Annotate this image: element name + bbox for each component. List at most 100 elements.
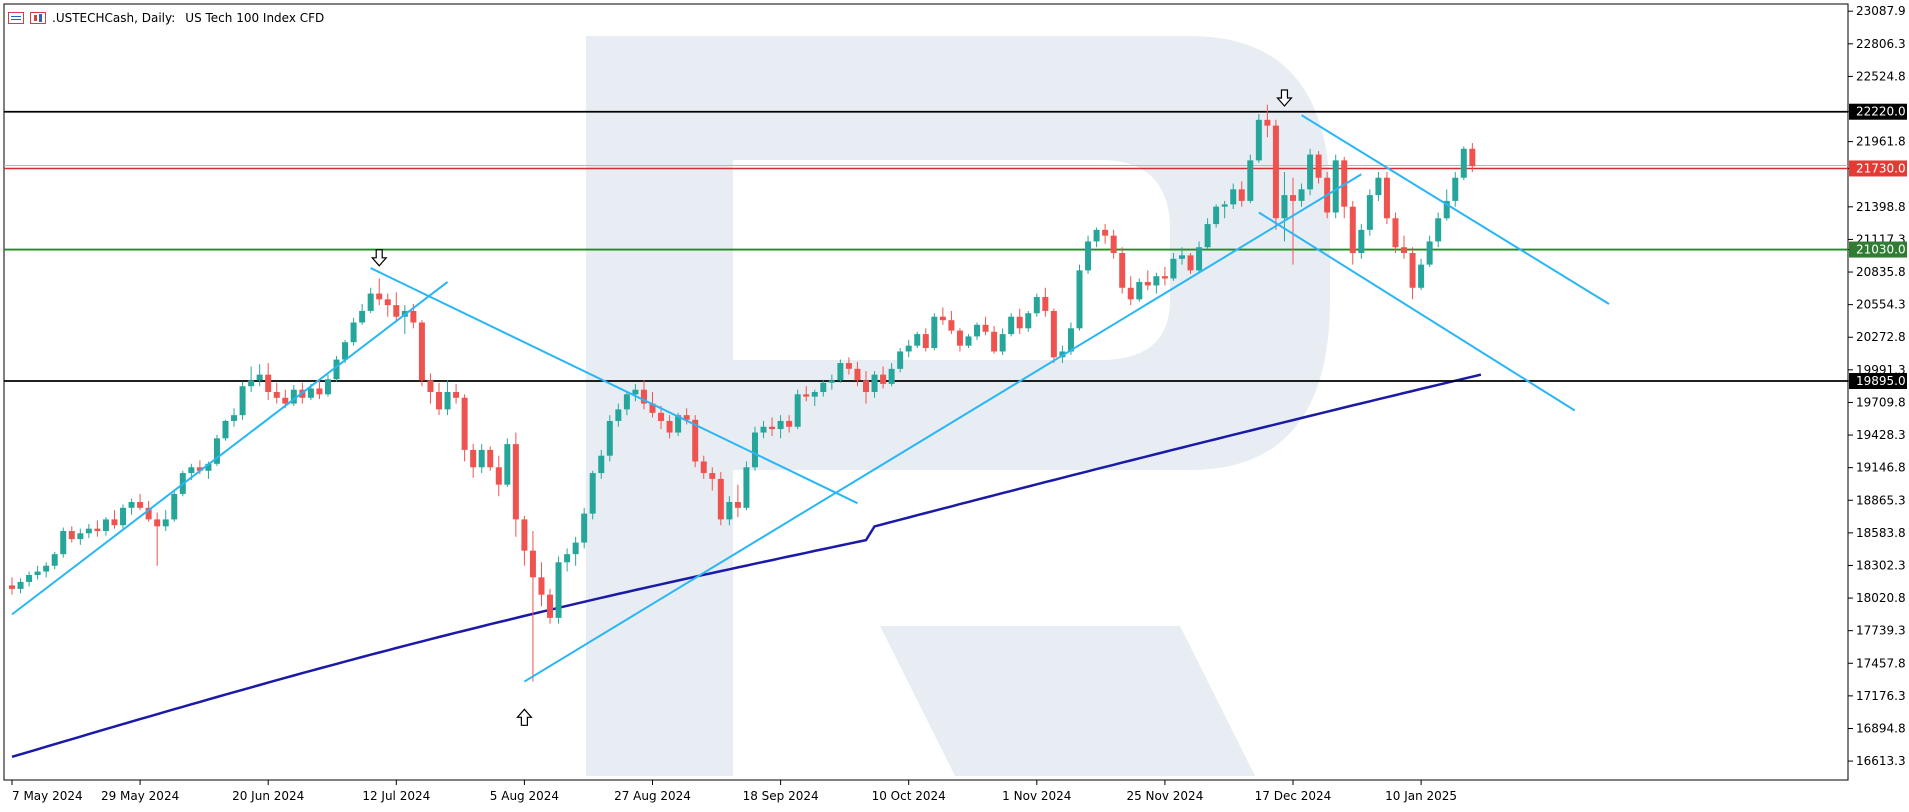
candle-body [880, 374, 887, 384]
candle-body [828, 380, 835, 383]
candle-body [162, 519, 169, 527]
trendline-4 [1258, 211, 1576, 412]
x-tick-label: 1 Nov 2024 [1002, 789, 1071, 803]
x-tick-label: 5 Aug 2024 [490, 789, 559, 803]
x-tick-label: 17 Dec 2024 [1255, 789, 1332, 803]
candle-body [1187, 255, 1194, 271]
candle-body [282, 397, 289, 404]
arrow-down-icon [1276, 89, 1293, 107]
candle-body [1460, 148, 1467, 178]
candle-body [196, 467, 203, 471]
candle-body [470, 449, 477, 468]
y-tick-label: 16894.8 [1856, 721, 1906, 735]
trendline-2 [523, 173, 1362, 683]
candle-body [1136, 281, 1143, 300]
candle-body [1332, 160, 1339, 213]
candle-body [9, 585, 15, 589]
candle-body [965, 336, 972, 346]
candle-body [888, 368, 895, 384]
candle-body [376, 293, 383, 300]
y-tick-label: 20835.8 [1856, 265, 1906, 279]
y-tick-label: 18583.8 [1856, 526, 1906, 540]
candle-body [769, 426, 776, 430]
candle-body [60, 530, 67, 555]
candle-body [683, 415, 690, 420]
candle-body [1383, 177, 1390, 219]
y-tick-label: 20272.8 [1856, 330, 1906, 344]
candle-body [658, 412, 665, 421]
candle-body [34, 571, 41, 575]
price-tag-resistance [1849, 103, 1907, 120]
watermark-leg [880, 626, 1255, 776]
x-tick-label: 10 Jan 2025 [1385, 789, 1457, 803]
candle-body [974, 324, 981, 337]
candle-body [248, 380, 255, 387]
candle-body [1409, 253, 1416, 288]
price-tag-support [1849, 241, 1907, 258]
candle-body [999, 334, 1006, 352]
candle-body [1469, 148, 1476, 167]
candle-body [914, 334, 921, 346]
candle-body [359, 310, 366, 323]
candle-body [743, 467, 750, 508]
x-tick-label: 12 Jul 2024 [362, 789, 430, 803]
candle-body [1153, 276, 1160, 286]
candle-body [171, 493, 178, 520]
y-tick-label: 22806.3 [1856, 37, 1906, 51]
candle-body [461, 397, 468, 450]
candle-body [1067, 328, 1074, 352]
candle-body [1298, 189, 1305, 201]
symbol-label: .USTECHCash, Daily: [52, 11, 176, 25]
watermark-logo [586, 36, 1330, 776]
candle-body [581, 513, 588, 543]
candle-body [538, 577, 545, 595]
candle-body [154, 519, 161, 527]
candle-body [1025, 313, 1032, 329]
candle-body [623, 394, 630, 410]
y-tick-label: 20554.3 [1856, 298, 1906, 312]
y-tick-label: 23087.9 [1856, 4, 1906, 18]
candle-body [1076, 270, 1083, 329]
candle-body [1204, 224, 1211, 248]
candle-body [606, 420, 613, 456]
candle-body [1144, 281, 1151, 286]
candle-body [529, 550, 536, 578]
chart-header: .USTECHCash, Daily: US Tech 100 Index CF… [8, 9, 332, 27]
candle-body [786, 420, 793, 427]
candle-body [222, 420, 229, 439]
y-tick-label: 16613.3 [1856, 754, 1906, 768]
candle-body [342, 342, 349, 360]
candle-body [1375, 177, 1382, 196]
candle-body [837, 363, 844, 381]
candle-body [1418, 264, 1425, 288]
candle-body [692, 419, 699, 462]
y-tick-label: 19709.8 [1856, 395, 1906, 409]
candle-body [1050, 310, 1057, 358]
candle-body [324, 379, 331, 395]
candle-body [137, 502, 144, 508]
candle-body [43, 565, 50, 572]
candle-body [333, 359, 340, 380]
candle-body [102, 519, 109, 531]
candle-body [17, 581, 24, 589]
bar-chart-icon[interactable] [30, 12, 46, 24]
trendline-3 [1301, 114, 1610, 305]
candle-body [589, 473, 596, 514]
candle-body [444, 392, 451, 410]
price-tag-current [1849, 160, 1907, 177]
candle-body [1255, 119, 1262, 161]
x-tick-label: 27 Aug 2024 [614, 789, 691, 803]
candle-body [1290, 195, 1296, 201]
chart-window-icon[interactable] [8, 12, 24, 24]
candle-body [68, 530, 75, 540]
candle-body [418, 322, 425, 381]
y-tick-label: 19146.8 [1856, 461, 1906, 475]
candle-body [845, 363, 852, 369]
y-tick-label: 18020.8 [1856, 591, 1906, 605]
candle-body [384, 299, 391, 306]
candle-body [367, 293, 374, 311]
candle-body [863, 380, 869, 392]
candle-body [239, 386, 246, 416]
